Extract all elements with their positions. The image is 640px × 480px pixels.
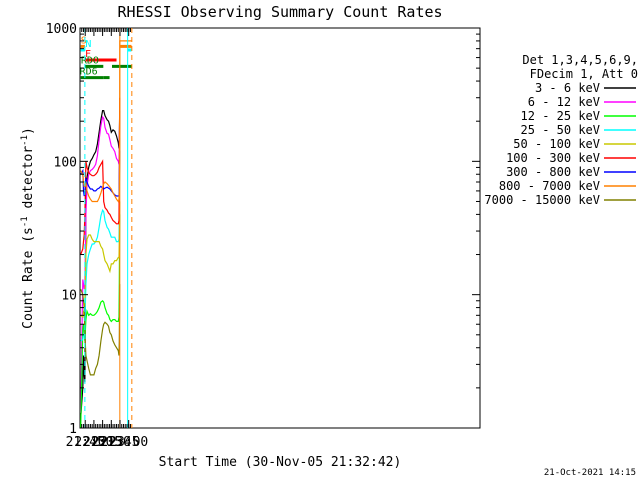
x-tick-label: 22:00 — [74, 435, 113, 450]
y-tick-label: 1 — [69, 422, 77, 437]
legend-entry-label: 300 - 800 keV — [506, 165, 600, 179]
series-layer — [80, 40, 132, 429]
y-tick-label: 1000 — [46, 22, 77, 37]
series-line-2 — [80, 214, 121, 429]
x-tick-label: 22:15 — [83, 435, 122, 450]
legend-entry-label: 7000 - 15000 keV — [484, 193, 600, 207]
flag-label-rdo: RDO — [81, 55, 99, 66]
x-tick-label: 21:45 — [66, 435, 105, 450]
series-line-4 — [80, 201, 121, 319]
x-tick-label: 22:30 — [92, 435, 131, 450]
y-axis-label-main: Count Rate (s — [21, 227, 36, 329]
series-line-1 — [80, 113, 121, 413]
legend-entry-label: 12 - 25 keV — [521, 109, 600, 123]
y-axis-label-mid: detector — [21, 146, 36, 217]
legend-entry-label: 100 - 300 keV — [506, 151, 600, 165]
legend-entry-label: 50 - 100 keV — [513, 137, 600, 151]
legend-entry-label: 6 - 12 keV — [528, 95, 600, 109]
x-axis-label: Start Time (30-Nov-05 21:32:42) — [159, 455, 402, 470]
y-tick-label: 100 — [54, 155, 77, 170]
flag-label-f: F — [85, 49, 91, 60]
series-line-8 — [80, 284, 121, 376]
legend-entry-label: 3 - 6 keV — [535, 81, 600, 95]
legend-header-line-1: Det 1,3,4,5,6,9, — [522, 53, 638, 67]
plot-frame — [79, 27, 481, 429]
y-axis-label: Count Rate (s-1 detector-1) — [20, 127, 36, 329]
x-tick-label: 22:45 — [100, 435, 139, 450]
legend-entry-label: 25 - 50 keV — [521, 123, 600, 137]
plot-area — [79, 27, 481, 429]
flag-label-rd6: RD6 — [80, 67, 98, 78]
y-axis-label-sup1: -1 — [20, 216, 30, 227]
y-tick-label: 10 — [61, 289, 77, 304]
series-line-6 — [80, 150, 121, 197]
flag-label-n: N — [85, 39, 91, 50]
y-axis-label-sup2: -1 — [20, 135, 30, 146]
y-axis-label-end: ) — [21, 127, 36, 135]
legend: Det 1,3,4,5,6,9, FDecim 1, Att 0 3 - 6 k… — [484, 53, 638, 207]
series-line-7 — [80, 40, 132, 203]
legend-entry-label: 800 - 7000 keV — [499, 179, 600, 193]
chart-title: RHESSI Observing Summary Count Rates — [117, 3, 442, 21]
footer-date: 21-Oct-2021 14:15 — [544, 468, 636, 478]
x-tick-label: 23:00 — [109, 435, 148, 450]
vertical-markers — [84, 28, 133, 428]
legend-header-line-2: FDecim 1, Att 0 — [530, 67, 638, 81]
